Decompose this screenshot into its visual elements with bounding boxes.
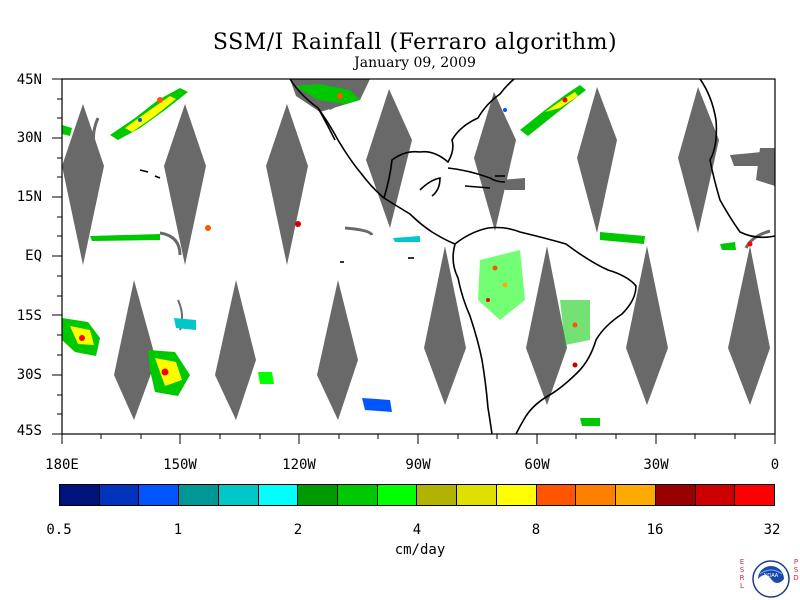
noaa-emblem-icon: NOAA bbox=[752, 560, 790, 598]
color-swatch-0 bbox=[60, 485, 100, 505]
color-swatch-17 bbox=[735, 485, 774, 505]
map-title: SSM/I Rainfall (Ferraro algorithm) bbox=[212, 30, 618, 55]
lat-label-15s: 15S bbox=[16, 308, 42, 324]
lat-label-45n: 45N bbox=[16, 72, 42, 88]
color-swatch-11 bbox=[496, 485, 537, 505]
color-swatch-10 bbox=[457, 485, 497, 505]
color-swatch-7 bbox=[338, 485, 378, 505]
color-swatch-4 bbox=[218, 485, 259, 505]
scale-label-16: 16 bbox=[646, 522, 664, 538]
color-swatch-14 bbox=[616, 485, 656, 505]
noaa-text: NOAA bbox=[764, 573, 779, 579]
color-swatch-15 bbox=[655, 485, 696, 505]
rainfall-patches bbox=[62, 84, 753, 426]
scale-units: cm/day bbox=[394, 542, 446, 558]
color-scale-bar bbox=[59, 484, 775, 506]
lat-label-30s: 30S bbox=[16, 367, 42, 383]
color-swatch-3 bbox=[179, 485, 219, 505]
axis-ticks bbox=[52, 78, 776, 444]
color-swatch-5 bbox=[258, 485, 299, 505]
color-swatch-6 bbox=[298, 485, 339, 505]
color-swatch-8 bbox=[377, 485, 418, 505]
color-swatch-9 bbox=[417, 485, 458, 505]
lon-label-90w: 90W bbox=[405, 457, 431, 473]
color-swatch-16 bbox=[695, 485, 736, 505]
lat-label-30n: 30N bbox=[16, 130, 42, 146]
lon-label-180e: 180E bbox=[45, 457, 79, 473]
scale-label-0-5: 0.5 bbox=[46, 522, 72, 538]
lon-label-0: 0 bbox=[770, 457, 780, 473]
scale-label-32: 32 bbox=[763, 522, 781, 538]
color-swatch-13 bbox=[576, 485, 617, 505]
lat-label-eq: EQ bbox=[25, 248, 42, 264]
map-date: January 09, 2009 bbox=[354, 55, 476, 71]
scale-label-2: 2 bbox=[293, 522, 303, 538]
color-swatch-1 bbox=[99, 485, 140, 505]
scale-label-1: 1 bbox=[173, 522, 183, 538]
lon-label-120w: 120W bbox=[282, 457, 316, 473]
color-swatch-12 bbox=[536, 485, 577, 505]
lon-label-60w: 60W bbox=[524, 457, 550, 473]
lat-label-45s: 45S bbox=[16, 423, 42, 439]
coastlines bbox=[139, 78, 776, 435]
lat-label-15n: 15N bbox=[16, 189, 42, 205]
lon-label-150w: 150W bbox=[163, 457, 197, 473]
rainfall-map bbox=[52, 78, 776, 444]
scale-label-8: 8 bbox=[531, 522, 541, 538]
lon-label-30w: 30W bbox=[643, 457, 669, 473]
color-swatch-2 bbox=[139, 485, 180, 505]
scale-label-4: 4 bbox=[412, 522, 422, 538]
